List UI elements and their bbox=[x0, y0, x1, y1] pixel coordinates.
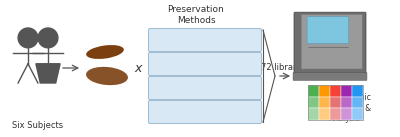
Bar bbox=[352, 85, 363, 97]
Text: 72 libraries: 72 libraries bbox=[261, 63, 309, 72]
FancyBboxPatch shape bbox=[307, 17, 349, 44]
Text: Six Subjects: Six Subjects bbox=[12, 121, 64, 130]
Bar bbox=[308, 85, 363, 120]
Circle shape bbox=[18, 28, 38, 48]
Text: x: x bbox=[134, 62, 142, 75]
Bar bbox=[308, 97, 319, 108]
Text: Commercial Kit (RT): Commercial Kit (RT) bbox=[167, 83, 243, 92]
Bar bbox=[341, 97, 352, 108]
Circle shape bbox=[38, 28, 58, 48]
FancyBboxPatch shape bbox=[148, 101, 262, 123]
Bar bbox=[352, 97, 363, 108]
FancyBboxPatch shape bbox=[148, 52, 262, 75]
Bar bbox=[330, 108, 341, 120]
FancyBboxPatch shape bbox=[301, 14, 362, 69]
FancyBboxPatch shape bbox=[294, 12, 366, 74]
Bar bbox=[341, 108, 352, 120]
FancyBboxPatch shape bbox=[293, 72, 367, 80]
Bar bbox=[319, 85, 330, 97]
Bar bbox=[330, 97, 341, 108]
Text: Room Temperature (RT): Room Temperature (RT) bbox=[160, 59, 250, 68]
Ellipse shape bbox=[86, 67, 128, 85]
Bar bbox=[308, 108, 319, 120]
FancyBboxPatch shape bbox=[148, 28, 262, 52]
FancyBboxPatch shape bbox=[148, 76, 262, 99]
Ellipse shape bbox=[86, 45, 124, 59]
Bar bbox=[341, 85, 352, 97]
Bar bbox=[319, 108, 330, 120]
Bar bbox=[308, 85, 319, 97]
Polygon shape bbox=[36, 64, 60, 83]
Bar bbox=[352, 108, 363, 120]
Bar bbox=[330, 85, 341, 97]
Text: DESS DNA Preservative (RT): DESS DNA Preservative (RT) bbox=[151, 108, 259, 116]
Text: Preservation
Methods: Preservation Methods bbox=[168, 5, 224, 25]
Text: Freezing (-20C): Freezing (-20C) bbox=[176, 35, 234, 45]
Text: Metagenomic
Sequencing &
Analysis: Metagenomic Sequencing & Analysis bbox=[318, 93, 372, 123]
Bar bbox=[319, 97, 330, 108]
